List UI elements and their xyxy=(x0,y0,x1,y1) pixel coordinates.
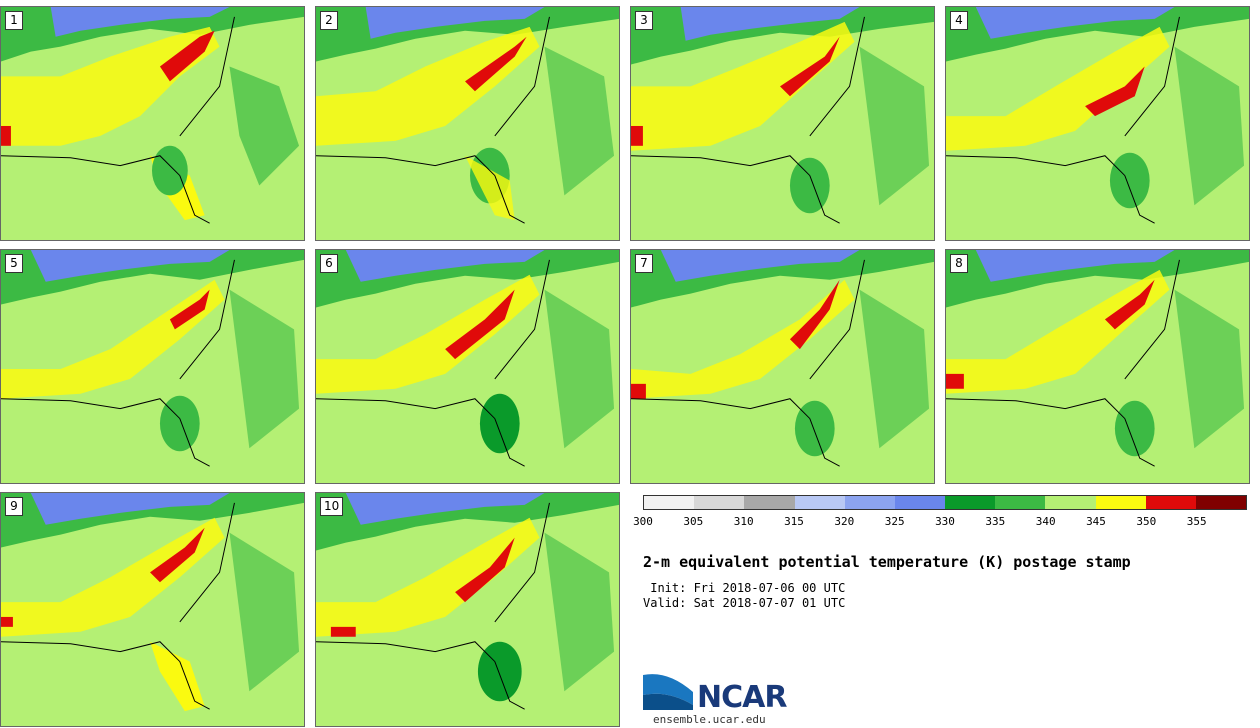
member-map xyxy=(631,7,934,240)
member-map xyxy=(1,493,304,726)
valid-time: Valid: Sat 2018-07-07 01 UTC xyxy=(643,596,846,610)
member-map xyxy=(316,7,619,240)
colorbar-segment xyxy=(995,496,1046,509)
colorbar-tick-label: 345 xyxy=(1086,515,1106,528)
map-title: 2-m equivalent potential temperature (K)… xyxy=(643,553,1131,571)
member-label: 7 xyxy=(635,254,653,273)
ensemble-member-panel-7[interactable]: 7 xyxy=(630,249,935,484)
colorbar-segment xyxy=(1145,496,1196,509)
ensemble-member-panel-2[interactable]: 2 xyxy=(315,6,620,241)
colorbar-tick-label: 325 xyxy=(884,515,905,528)
member-label: 8 xyxy=(950,254,968,273)
ensemble-member-panel-4[interactable]: 4 xyxy=(945,6,1250,241)
colorbar-tick-label: 355 xyxy=(1186,515,1207,528)
ensemble-url-link[interactable]: ensemble.ucar.edu xyxy=(653,713,766,726)
member-label: 2 xyxy=(320,11,338,30)
member-map xyxy=(946,7,1249,240)
colorbar-segment xyxy=(1095,496,1146,509)
colorbar xyxy=(643,495,1247,510)
member-map xyxy=(631,250,934,483)
member-label: 9 xyxy=(5,497,23,516)
member-map xyxy=(1,7,304,240)
member-label: 6 xyxy=(320,254,338,273)
member-map xyxy=(946,250,1249,483)
member-map xyxy=(316,493,619,726)
colorbar-segment xyxy=(694,496,745,509)
member-label: 5 xyxy=(5,254,23,273)
member-label: 10 xyxy=(320,497,344,516)
member-label: 4 xyxy=(950,11,968,30)
colorbar-segment xyxy=(844,496,895,509)
colorbar-segment xyxy=(1045,496,1096,509)
ncar-logo-text: NCAR xyxy=(697,680,787,715)
ensemble-member-panel-1[interactable]: 1 xyxy=(0,6,305,241)
colorbar-segment xyxy=(744,496,795,509)
colorbar-segment xyxy=(894,496,946,509)
ensemble-member-panel-8[interactable]: 8 xyxy=(945,249,1250,484)
colorbar-tick-label: 330 xyxy=(935,515,955,528)
colorbar-tick-label: 310 xyxy=(733,515,754,528)
ensemble-member-panel-9[interactable]: 9 xyxy=(0,492,305,727)
ensemble-member-panel-3[interactable]: 3 xyxy=(630,6,935,241)
init-time: Init: Fri 2018-07-06 00 UTC xyxy=(643,581,846,595)
colorbar-tick-label: 300 xyxy=(633,515,653,528)
colorbar-ticks: 300 305 310 315 320 325 330 335 340 345 350 355 xyxy=(633,515,1247,529)
colorbar-tick-label: 335 xyxy=(985,515,1006,528)
colorbar-segment xyxy=(644,496,695,509)
colorbar-tick-label: 320 xyxy=(834,515,855,528)
ensemble-member-panel-6[interactable]: 6 xyxy=(315,249,620,484)
colorbar-segment xyxy=(945,496,996,509)
colorbar-tick-label: 305 xyxy=(683,515,704,528)
colorbar-segment xyxy=(794,496,845,509)
ensemble-member-panel-5[interactable]: 5 xyxy=(0,249,305,484)
member-map xyxy=(1,250,304,483)
colorbar-tick-label: 340 xyxy=(1035,515,1056,528)
colorbar-segment xyxy=(1195,496,1247,509)
colorbar-tick-label: 350 xyxy=(1136,515,1157,528)
ncar-logo-icon xyxy=(643,674,693,710)
colorbar-tick-label: 315 xyxy=(784,515,804,528)
member-map xyxy=(316,250,619,483)
member-label: 3 xyxy=(635,11,653,30)
member-label: 1 xyxy=(5,11,23,30)
ensemble-member-panel-10[interactable]: 10 xyxy=(315,492,620,727)
